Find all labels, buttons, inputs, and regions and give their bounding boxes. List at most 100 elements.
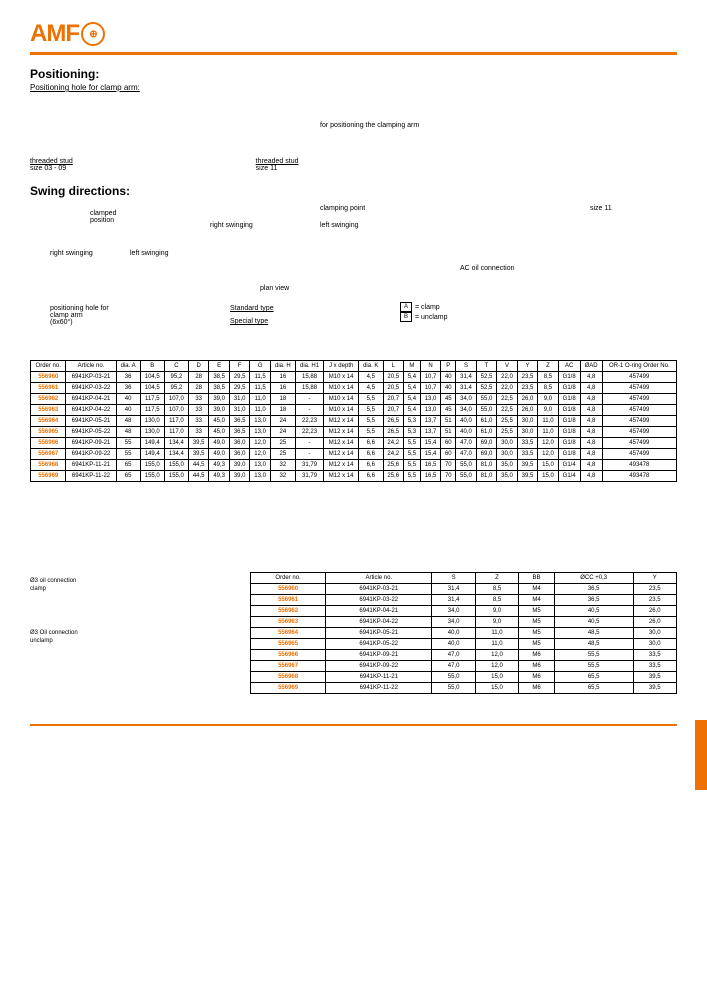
cell: 36,5 bbox=[554, 595, 633, 606]
cell: 40,0 bbox=[456, 427, 476, 438]
std-type: Standard type bbox=[230, 305, 274, 312]
cell: 4,5 bbox=[359, 383, 383, 394]
cell: 47,0 bbox=[456, 438, 476, 449]
cell: 556965 bbox=[251, 639, 326, 650]
cell: 34,0 bbox=[456, 394, 476, 405]
cell: M5 bbox=[519, 617, 555, 628]
cell: M4 bbox=[519, 584, 555, 595]
col-header: Article no. bbox=[66, 361, 116, 372]
cell: 70 bbox=[441, 471, 456, 482]
cell: 32 bbox=[270, 460, 295, 471]
col-header: Order no. bbox=[251, 573, 326, 584]
cell: M10 x 14 bbox=[324, 394, 359, 405]
cell: 5,4 bbox=[403, 405, 420, 416]
cell: 11,0 bbox=[538, 427, 558, 438]
cell: 26,5 bbox=[383, 427, 403, 438]
cell: 65 bbox=[116, 471, 140, 482]
cell: 9,0 bbox=[538, 405, 558, 416]
cell: G1/8 bbox=[558, 416, 580, 427]
cell: 130,0 bbox=[140, 416, 164, 427]
cell: 5,5 bbox=[403, 471, 420, 482]
cell: 31,4 bbox=[456, 372, 476, 383]
cell: 4,8 bbox=[580, 438, 602, 449]
col-header: ØCC +0,3 bbox=[554, 573, 633, 584]
cell: 33 bbox=[188, 416, 208, 427]
cell: 556968 bbox=[31, 460, 66, 471]
positioning-sub: Positioning hole for clamp arm: bbox=[30, 83, 677, 92]
col-header: G bbox=[250, 361, 270, 372]
positioning-title: Positioning: bbox=[30, 67, 677, 81]
cell: 20,5 bbox=[383, 383, 403, 394]
cell: 117,0 bbox=[164, 427, 188, 438]
cell: 70 bbox=[441, 460, 456, 471]
cell: 556966 bbox=[31, 438, 66, 449]
rs-bot: right swinging bbox=[50, 250, 93, 257]
cell: 48 bbox=[116, 427, 140, 438]
cell: 117,5 bbox=[140, 405, 164, 416]
cell: 4,8 bbox=[580, 449, 602, 460]
cell: 457499 bbox=[602, 427, 676, 438]
col-header: S bbox=[456, 361, 476, 372]
ls-bot: left swinging bbox=[130, 250, 169, 257]
cell: 4,8 bbox=[580, 471, 602, 482]
cell: 6941KP-05-22 bbox=[326, 639, 432, 650]
cell: 493478 bbox=[602, 460, 676, 471]
cell: 457499 bbox=[602, 438, 676, 449]
cell: 39,5 bbox=[517, 471, 537, 482]
cell: M10 x 14 bbox=[324, 405, 359, 416]
cell: 6941KP-03-22 bbox=[326, 595, 432, 606]
cell: 23,5 bbox=[517, 383, 537, 394]
col-header: dia. H1 bbox=[295, 361, 324, 372]
col-header: dia. A bbox=[116, 361, 140, 372]
cell: 11,0 bbox=[475, 628, 518, 639]
cell: 52,5 bbox=[476, 383, 496, 394]
cell: 13,0 bbox=[250, 460, 270, 471]
cell: 51 bbox=[441, 416, 456, 427]
cell: 51 bbox=[441, 427, 456, 438]
cell: 55,0 bbox=[456, 460, 476, 471]
cell: 26,0 bbox=[633, 606, 676, 617]
cell: 6941KP-04-21 bbox=[66, 394, 116, 405]
cell: 556962 bbox=[251, 606, 326, 617]
cell: 28 bbox=[188, 372, 208, 383]
cell: 23,5 bbox=[633, 595, 676, 606]
clamped-pos: clamped position bbox=[90, 210, 116, 224]
cell: 10,7 bbox=[420, 372, 440, 383]
cell: 556966 bbox=[251, 650, 326, 661]
col-header: D bbox=[188, 361, 208, 372]
cell: 39,0 bbox=[229, 460, 249, 471]
cell: 13,7 bbox=[420, 416, 440, 427]
cell: 556961 bbox=[31, 383, 66, 394]
cell: 24,2 bbox=[383, 438, 403, 449]
col-header: L bbox=[383, 361, 403, 372]
cell: 40 bbox=[116, 405, 140, 416]
cell: 155,0 bbox=[140, 471, 164, 482]
cell: 39,0 bbox=[229, 471, 249, 482]
ac-oil: AC oil connection bbox=[460, 265, 514, 272]
cell: 38,5 bbox=[209, 383, 229, 394]
cell: 8,5 bbox=[538, 372, 558, 383]
cell: 31,0 bbox=[229, 405, 249, 416]
cell: 13,7 bbox=[420, 427, 440, 438]
cell: 15,4 bbox=[420, 449, 440, 460]
cell: 55,0 bbox=[432, 672, 475, 683]
col-header: Article no. bbox=[326, 573, 432, 584]
cell: 9,0 bbox=[538, 394, 558, 405]
note-pos-arm: for positioning the clamping arm bbox=[320, 122, 419, 129]
cell: 22,23 bbox=[295, 416, 324, 427]
cell: 4,8 bbox=[580, 416, 602, 427]
cell: 134,4 bbox=[164, 449, 188, 460]
cell: 60 bbox=[441, 438, 456, 449]
side-tab bbox=[695, 720, 707, 790]
pos-hole: positioning hole for clamp arm (6x60°) bbox=[50, 305, 109, 326]
cell: 8,5 bbox=[475, 584, 518, 595]
cell: 117,5 bbox=[140, 394, 164, 405]
cell: 6941KP-09-21 bbox=[326, 650, 432, 661]
cell: 31,79 bbox=[295, 471, 324, 482]
col-header: B bbox=[140, 361, 164, 372]
col-header: C bbox=[164, 361, 188, 372]
cell: 11,0 bbox=[250, 405, 270, 416]
cell: 31,4 bbox=[456, 383, 476, 394]
cell: 12,0 bbox=[538, 449, 558, 460]
cell: 40,0 bbox=[456, 416, 476, 427]
